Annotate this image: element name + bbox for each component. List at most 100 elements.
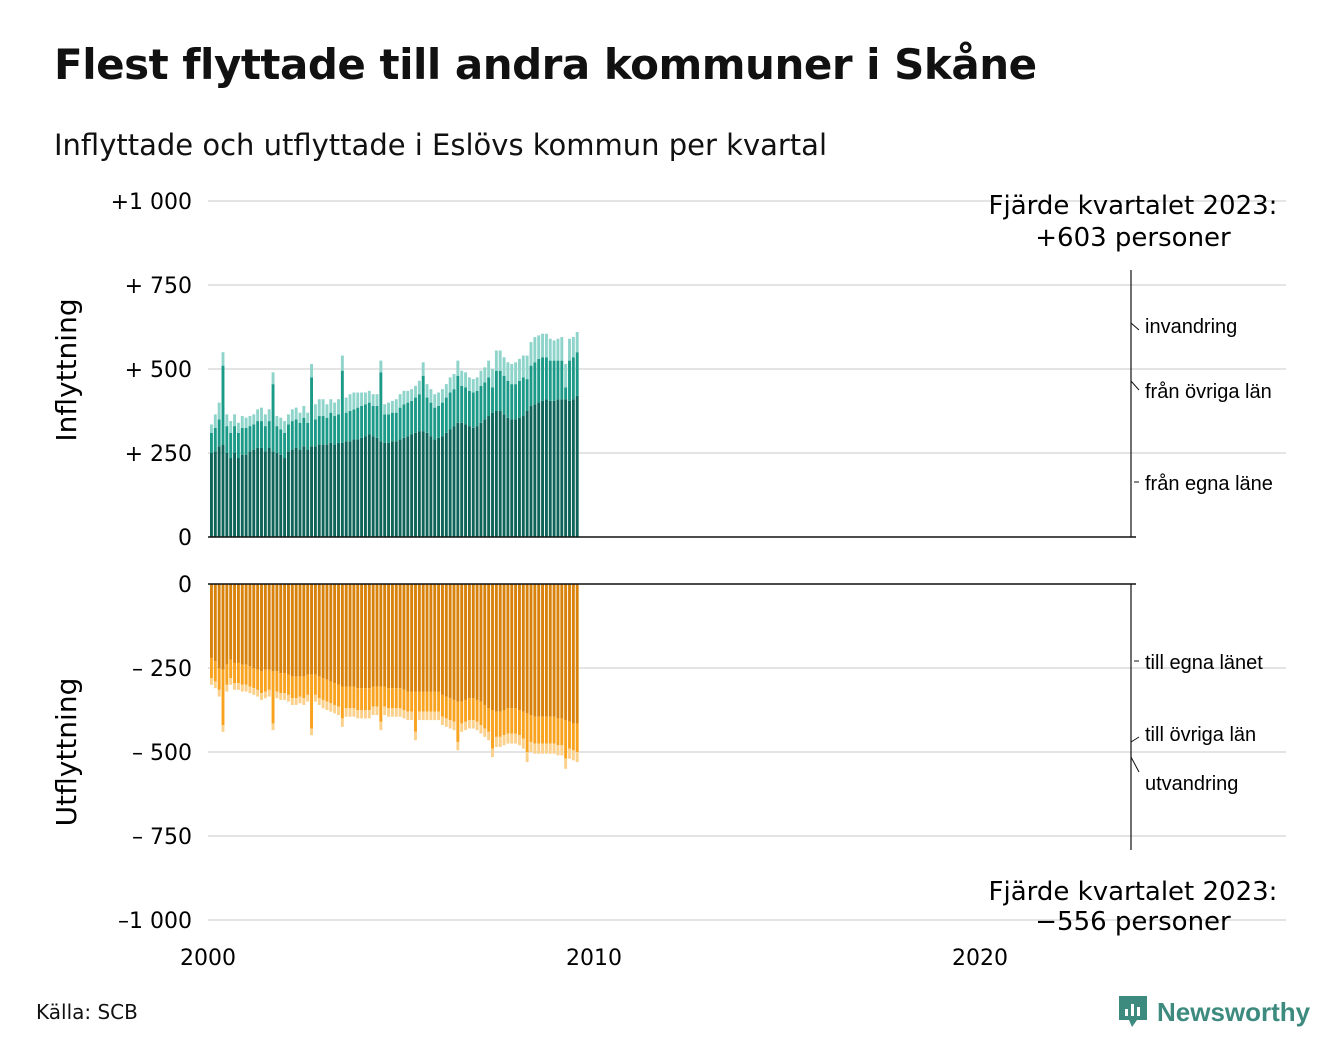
inflow-bar-ovriga <box>344 412 348 442</box>
outflow-bar-egna <box>279 584 283 674</box>
inflow-bar-egna <box>448 429 452 537</box>
outflow-bar-utvandring <box>352 708 356 717</box>
inflow-bar-invandring <box>229 421 233 433</box>
outflow-bar-egna <box>248 584 252 667</box>
inflow-bar-ovriga <box>367 402 371 435</box>
outflow-bar-ovriga <box>460 701 464 724</box>
newsworthy-logo[interactable]: Newsworthy <box>1117 994 1310 1030</box>
outflow-bar-utvandring <box>425 711 429 721</box>
inflow-bar-egna <box>537 402 541 537</box>
newsworthy-logo-icon <box>1119 996 1147 1027</box>
outflow-bar-utvandring <box>333 704 337 714</box>
label-invandring: invandring <box>1145 316 1237 338</box>
outflow-bar-egna <box>256 584 260 670</box>
inflow-bar-ovriga <box>514 384 518 420</box>
outflow-bar-utvandring <box>575 752 579 763</box>
outflow-bar-utvandring <box>429 711 433 721</box>
outflow-bar-egna <box>217 584 221 668</box>
inflow-bar-egna <box>494 411 498 537</box>
outflow-bar-utvandring <box>464 721 467 731</box>
outflow-bar-ovriga <box>248 666 252 687</box>
inflow-bar-invandring <box>433 394 437 408</box>
outflow-bar-utvandring <box>521 738 525 749</box>
outflow-bar-utvandring <box>437 711 441 721</box>
inflow-bar-invandring <box>414 385 417 398</box>
outflow-bar-ovriga <box>317 676 321 699</box>
outflow-bar-utvandring <box>441 716 444 726</box>
inflow-bar-egna <box>344 441 348 537</box>
outflow-bar-egna <box>221 584 225 670</box>
outflow-bar-egna <box>325 584 329 680</box>
outflow-bar-ovriga <box>406 691 410 712</box>
outflow-bar-egna <box>356 584 360 689</box>
outflow-bar-ovriga <box>518 710 521 736</box>
y-tick-label: – 500 <box>132 741 192 766</box>
outflow-bar-utvandring <box>406 711 410 721</box>
outflow-bar-utvandring <box>383 706 387 716</box>
outflow-bar-utvandring <box>456 741 460 751</box>
inflow-bar-ovriga <box>417 394 421 432</box>
outflow-bar-utvandring <box>448 720 452 729</box>
inflow-bar-egna <box>260 447 263 537</box>
outflow-bar-ovriga <box>233 662 236 684</box>
outflow-bar-utvandring <box>340 718 344 727</box>
outflow-bar-ovriga <box>491 710 494 749</box>
inflow-bar-ovriga <box>448 392 452 430</box>
label-till-ovriga-lan: till övriga län <box>1145 724 1256 746</box>
inflow-bar-ovriga <box>352 409 356 440</box>
inflow-bar-egna <box>367 434 371 537</box>
outflow-bar-ovriga <box>325 679 329 702</box>
outflow-bar-egna <box>260 584 263 672</box>
inflow-bar-ovriga <box>425 397 429 433</box>
inflow-bar-invandring <box>502 357 506 376</box>
outflow-bar-egna <box>313 584 317 675</box>
outflow-bar-egna <box>233 584 236 663</box>
inflow-bar-invandring <box>310 363 313 378</box>
inflow-bar-invandring <box>248 416 252 427</box>
inflow-bar-ovriga <box>383 414 387 443</box>
inflow-bar-ovriga <box>544 357 548 400</box>
inflow-bar-ovriga <box>464 387 467 425</box>
inflow-bar-invandring <box>221 352 225 366</box>
inflow-bar-ovriga <box>402 404 406 438</box>
inflow-bar-invandring <box>279 417 283 430</box>
inflow-bar-ovriga <box>518 380 521 418</box>
y-tick-label: +1 000 <box>111 190 192 215</box>
inflow-bar-ovriga <box>394 412 398 442</box>
outflow-bar-ovriga <box>367 688 371 710</box>
inflow-bar-ovriga <box>437 405 441 438</box>
inflow-bar-ovriga <box>533 362 537 405</box>
outflow-bar-utvandring <box>510 733 514 744</box>
outflow-bar-utvandring <box>298 696 302 704</box>
inflow-bar-invandring <box>317 399 321 417</box>
outflow-bar-ovriga <box>456 701 460 742</box>
inflow-bar-egna <box>213 451 217 537</box>
x-tick-label: 2020 <box>952 946 1008 971</box>
outflow-bar-egna <box>240 584 244 665</box>
outflow-bar-utvandring <box>402 710 406 719</box>
outflow-bar-utvandring <box>217 689 221 697</box>
outflow-bar-ovriga <box>221 669 225 726</box>
inflow-bar-invandring <box>510 363 514 385</box>
outflow-bar-ovriga <box>441 694 444 717</box>
inflow-bar-egna <box>387 442 390 537</box>
outflow-bar-ovriga <box>556 718 560 746</box>
outflow-bar-utvandring <box>364 710 367 719</box>
inflow-bar-invandring <box>471 379 475 393</box>
outflow-bar-ovriga <box>371 686 375 707</box>
inflow-bar-ovriga <box>564 387 568 400</box>
inflow-bar-ovriga <box>552 360 556 401</box>
inflow-bars <box>210 332 579 537</box>
outflow-bar-egna <box>271 584 275 672</box>
inflow-bar-invandring <box>360 392 364 406</box>
inflow-bar-egna <box>244 454 248 537</box>
inflow-bar-ovriga <box>452 389 456 427</box>
inflow-bar-ovriga <box>275 426 279 453</box>
inflow-bar-ovriga <box>379 372 383 442</box>
inflow-bar-ovriga <box>483 382 487 420</box>
y-tick-label: –1 000 <box>118 909 192 934</box>
outflow-bar-ovriga <box>410 691 414 712</box>
inflow-bar-egna <box>471 427 475 537</box>
inflow-bar-ovriga <box>568 360 571 401</box>
label-fran-ovriga-lan: från övriga län <box>1145 381 1272 403</box>
